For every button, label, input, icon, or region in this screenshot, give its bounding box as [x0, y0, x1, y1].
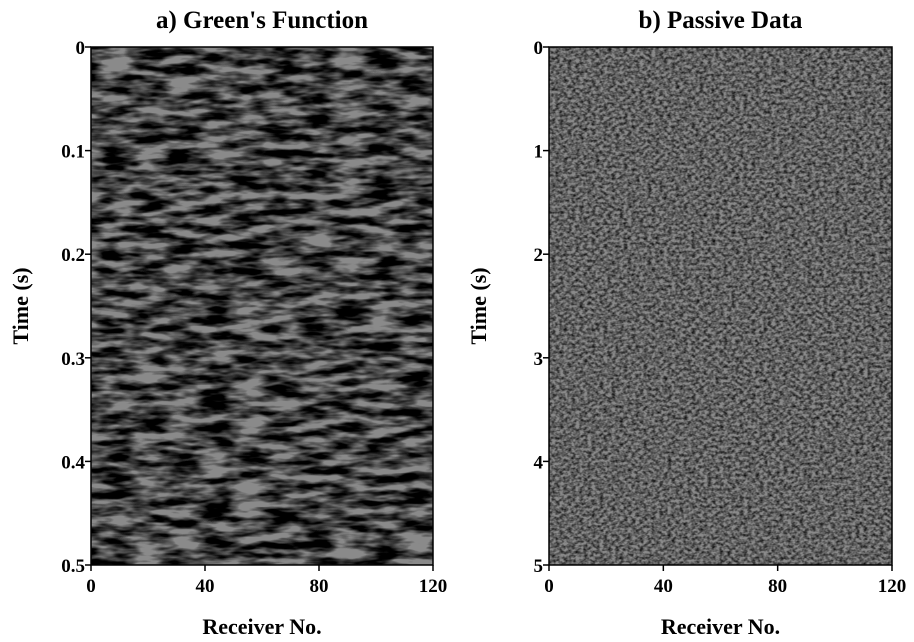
y-tick-label: 0.3	[61, 349, 85, 370]
x-axis-label: Receiver No.	[202, 614, 321, 639]
y-tick-label: 0	[534, 38, 544, 59]
y-axis-label: Time (s)	[466, 267, 491, 344]
y-tick-label: 2	[534, 245, 544, 266]
y-tick-label: 0.2	[61, 245, 85, 266]
x-tick-label: 120	[878, 576, 907, 597]
y-tick-label: 0	[76, 38, 86, 59]
chart-title: a) Green's Function	[156, 7, 368, 34]
y-axis-label: Time (s)	[8, 267, 33, 344]
x-tick-label: 40	[654, 576, 673, 597]
y-tick-label: 0.4	[61, 452, 85, 473]
chart-title: b) Passive Data	[639, 7, 803, 34]
x-tick-label: 40	[196, 576, 215, 597]
y-tick-label: 4	[534, 452, 544, 473]
x-tick-label: 80	[768, 576, 787, 597]
y-tick-label: 0.1	[61, 142, 85, 163]
y-tick-label: 1	[534, 142, 544, 163]
y-tick-label: 0.5	[61, 556, 85, 577]
x-tick-label: 0	[86, 576, 96, 597]
x-tick-label: 0	[544, 576, 554, 597]
y-tick-label: 3	[534, 349, 544, 370]
plot-frame	[548, 46, 893, 566]
x-tick-label: 80	[310, 576, 329, 597]
y-tick-label: 5	[534, 556, 544, 577]
x-tick-label: 120	[419, 576, 448, 597]
plot-frame	[90, 46, 434, 566]
x-axis-label: Receiver No.	[661, 614, 780, 639]
seismic-texture	[91, 47, 433, 565]
seismic-texture	[549, 47, 892, 565]
